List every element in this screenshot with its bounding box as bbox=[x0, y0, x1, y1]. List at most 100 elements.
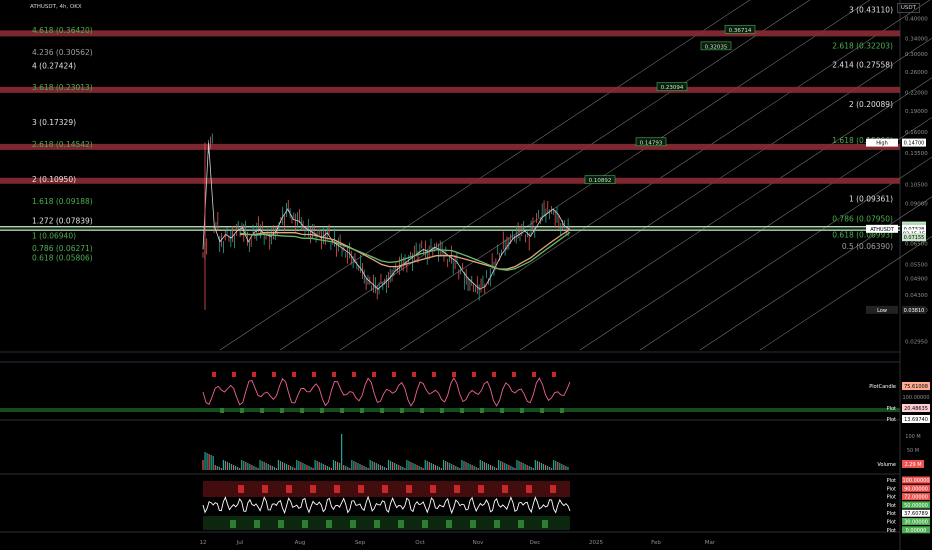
rsi-oversold-marker bbox=[422, 520, 428, 528]
rsi-oversold-marker bbox=[326, 520, 332, 528]
fib-label-left: 1.618 (0.09188) bbox=[32, 197, 93, 206]
rsi-tag-value: 90.00000 bbox=[904, 486, 928, 492]
resistance-band bbox=[0, 143, 900, 150]
currency-label[interactable]: USDT bbox=[896, 3, 920, 13]
trend-callout-box bbox=[700, 41, 732, 51]
oscillator-buy-marker bbox=[260, 408, 264, 413]
rsi-overbought-marker bbox=[526, 485, 532, 493]
rsi-tag-value: 72.00000 bbox=[904, 495, 928, 501]
trend-callout-box bbox=[635, 137, 667, 147]
time-axis-tick: Oct bbox=[415, 540, 425, 546]
price-axis-tick: 0.13500 bbox=[905, 151, 928, 157]
oscillator-sell-marker bbox=[292, 372, 296, 377]
fib-label-left: 1 (0.06940) bbox=[32, 232, 76, 241]
rsi-overbought-marker bbox=[430, 485, 436, 493]
resistance-band bbox=[0, 30, 900, 37]
oscillator-sell-marker bbox=[492, 372, 496, 377]
fib-label-right: 3 (0.43110) bbox=[849, 5, 893, 14]
trend-callout-value: 0.23094 bbox=[661, 85, 684, 91]
price-tag-label: ATHUSDT bbox=[870, 227, 895, 233]
trend-channel-line bbox=[639, 156, 932, 351]
oscillator-tag-bg bbox=[902, 404, 930, 412]
rsi-overbought-marker bbox=[550, 485, 556, 493]
support-band bbox=[0, 226, 900, 231]
fib-label-right: 2.414 (0.27558) bbox=[832, 61, 893, 70]
rsi-tag-bg bbox=[902, 526, 930, 534]
rsi-oversold-marker bbox=[470, 520, 476, 528]
rsi-tag-label: Plot bbox=[887, 520, 896, 526]
oscillator-sell-marker bbox=[432, 372, 436, 377]
resistance-band bbox=[0, 86, 900, 93]
oscillator-tag-value: 20.48635 bbox=[904, 406, 928, 412]
rsi-tag-bg bbox=[902, 501, 930, 509]
symbol-title: ATHUSDT, 4h, OKX bbox=[30, 4, 82, 10]
price-axis-tick: 0.34000 bbox=[905, 37, 928, 43]
fib-label-left: 1.272 (0.07839) bbox=[32, 216, 93, 225]
oscillator-tag-value: 100.00000 bbox=[902, 395, 929, 401]
rsi-line bbox=[202, 495, 571, 515]
trend-callout-value: 0.32035 bbox=[705, 44, 728, 50]
price-tag-bg bbox=[902, 138, 926, 147]
oscillator-buy-marker bbox=[380, 408, 384, 413]
rsi-oversold-marker bbox=[518, 520, 524, 528]
rsi-tag-bg bbox=[902, 518, 930, 525]
oscillator-sell-marker bbox=[232, 372, 236, 377]
oscillator-tag-label: Plot bbox=[887, 417, 896, 423]
oscillator-sell-marker bbox=[332, 372, 336, 377]
rsi-overbought-marker bbox=[406, 485, 412, 493]
time-axis-tick: Sep bbox=[355, 540, 366, 546]
price-axis-tick: 0.10500 bbox=[905, 182, 928, 188]
time-axis-tick: 12 bbox=[200, 540, 207, 546]
price-series-line bbox=[202, 142, 571, 290]
fib-label-right: 0.5 (0.06390) bbox=[842, 242, 893, 251]
price-tag-label-bg bbox=[866, 305, 898, 314]
oscillator-line bbox=[202, 377, 571, 407]
rsi-tag-label: Plot bbox=[887, 495, 896, 501]
volume-tag-value: 100 M bbox=[905, 434, 920, 440]
fib-label-left: 3 (0.17329) bbox=[32, 118, 76, 127]
price-axis-tick: 0.40000 bbox=[905, 17, 928, 23]
oscillator-sell-marker bbox=[412, 372, 416, 377]
time-axis-tick: Mar bbox=[705, 540, 716, 546]
price-tag-label: Low bbox=[877, 308, 887, 314]
rsi-tag-value: 0.00000 bbox=[906, 528, 927, 534]
price-axis-tick: 0.02950 bbox=[905, 340, 928, 346]
resistance-band bbox=[0, 177, 900, 184]
oscillator-buy-marker bbox=[480, 408, 484, 413]
trend-channel-line bbox=[459, 37, 932, 351]
price-tag-bg bbox=[902, 224, 926, 233]
oscillator-tag-bg bbox=[902, 415, 930, 423]
fib-label-left: 4.618 (0.36420) bbox=[32, 26, 93, 35]
oscillator-tag-bg bbox=[902, 393, 930, 401]
fib-label-left: 0.786 (0.06271) bbox=[32, 244, 93, 253]
trend-channel-line bbox=[759, 235, 932, 351]
price-axis-tick: 0.05500 bbox=[905, 262, 928, 268]
rsi-tag-bg bbox=[902, 509, 930, 517]
fib-label-left: 2.618 (0.14542) bbox=[32, 140, 93, 149]
fib-label-left: 3.618 (0.23013) bbox=[32, 83, 93, 92]
rsi-tag-label: Plot bbox=[887, 511, 896, 517]
oscillator-tag-bg bbox=[902, 382, 930, 390]
volume-tag-bg bbox=[902, 446, 924, 454]
rsi-overbought-marker bbox=[358, 485, 364, 493]
rsi-oversold-marker bbox=[542, 520, 548, 528]
trend-channel-line bbox=[339, 0, 871, 351]
rsi-oversold-marker bbox=[350, 520, 356, 528]
rsi-oversold-marker bbox=[278, 520, 284, 528]
rsi-overbought-marker bbox=[262, 485, 268, 493]
trend-channel-line bbox=[279, 0, 811, 351]
rsi-tag-bg bbox=[902, 484, 930, 492]
volume-tag-label: Volume bbox=[877, 462, 896, 468]
rsi-oversold-marker bbox=[494, 520, 500, 528]
oscillator-buy-marker bbox=[560, 408, 564, 413]
fib-label-right: 2.618 (0.32203) bbox=[832, 41, 893, 50]
rsi-oversold-marker bbox=[302, 520, 308, 528]
oscillator-sell-marker bbox=[392, 372, 396, 377]
fib-label-left: 4.236 (0.30562) bbox=[32, 48, 93, 57]
price-tag-label-bg bbox=[866, 138, 898, 147]
price-tag-value: 0.03810 bbox=[904, 308, 925, 314]
oscillator-tag-label: PlotCandle bbox=[869, 384, 896, 390]
rsi-tag-value: 30.00000 bbox=[904, 520, 928, 526]
price-axis-tick: 0.19000 bbox=[905, 109, 928, 115]
